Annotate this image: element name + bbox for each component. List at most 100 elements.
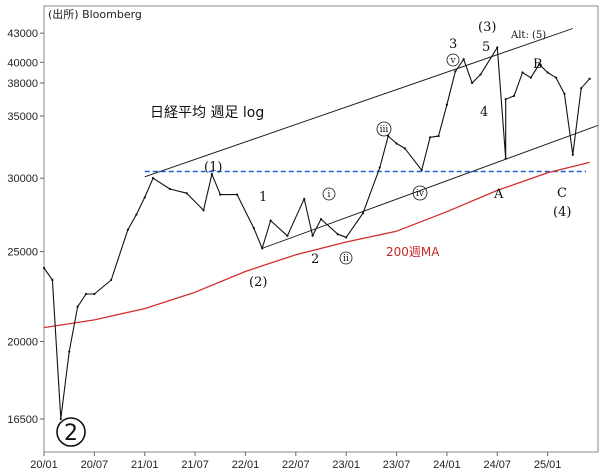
price-point	[303, 197, 306, 200]
price-point	[378, 166, 381, 169]
annotation-wave-v: v	[449, 56, 456, 66]
price-point	[252, 227, 255, 230]
price-point	[336, 233, 339, 236]
price-point	[420, 169, 423, 172]
price-point	[319, 218, 323, 221]
price-point	[429, 136, 432, 139]
price-point	[210, 173, 213, 176]
price-point	[76, 305, 79, 308]
price-point	[538, 63, 541, 66]
price-point	[286, 234, 289, 237]
annotation-wave-2-paren: (2)	[249, 275, 267, 290]
price-line	[43, 46, 591, 420]
price-point	[403, 147, 407, 150]
annotation-alt-5: Alt: (5)	[510, 30, 546, 41]
channel-line	[262, 124, 599, 249]
x-tick-label: 22/07	[282, 459, 310, 471]
price-point	[84, 292, 88, 296]
annotation-wave-a: A	[493, 187, 504, 202]
price-point	[269, 219, 272, 222]
x-tick-label: 24/07	[484, 459, 512, 471]
x-tick-label: 21/07	[181, 459, 209, 471]
price-point	[588, 77, 591, 80]
price-point	[361, 212, 365, 215]
y-tick-label: 25000	[7, 247, 38, 259]
price-point	[219, 193, 222, 196]
price-point	[563, 92, 566, 95]
price-point	[59, 417, 62, 421]
annotation-wave-1-paren: (1)	[204, 160, 222, 175]
annotation-circle-i	[322, 187, 336, 201]
price-point	[143, 196, 146, 199]
annotation-wave-4: 4	[480, 105, 488, 120]
price-point	[529, 76, 532, 79]
y-tick-label: 38000	[7, 78, 38, 90]
x-tick-label: 20/07	[81, 459, 109, 471]
annotation-circle-iv	[412, 185, 428, 201]
annotation-wave-b: B	[533, 57, 543, 72]
price-point	[110, 278, 113, 282]
price-point	[235, 193, 239, 196]
annotation-circle-ii	[339, 251, 353, 265]
annotation-wave-4-paren: (4)	[553, 205, 571, 220]
annotation-wave-iv: iv	[416, 189, 425, 199]
price-point	[126, 228, 130, 231]
y-tick-label: 43000	[7, 28, 38, 40]
y-tick-label: 35000	[7, 111, 38, 123]
annotation-wave-ii: ii	[343, 254, 349, 264]
annotation-wave-i: i	[328, 190, 331, 200]
price-point	[479, 73, 482, 76]
price-point	[554, 76, 558, 79]
annotation-wave-3: 3	[449, 37, 457, 52]
x-tick-label: 21/01	[131, 459, 159, 471]
price-point	[93, 292, 96, 296]
source-label: (出所) Bloomberg	[48, 7, 142, 21]
x-tick-label: 24/01	[433, 459, 461, 471]
x-axis: 20/01 20/07 21/01 21/07 22/01 22/07 23/01 23/07…	[30, 452, 561, 471]
trend-channel	[144, 28, 599, 249]
ma-series	[43, 161, 590, 329]
x-tick-label: 20/01	[30, 459, 58, 471]
x-tick-label: 22/01	[232, 459, 260, 471]
price-point	[261, 247, 264, 250]
price-series	[42, 46, 591, 421]
x-tick-label: 25/01	[534, 459, 562, 471]
price-point	[185, 192, 188, 195]
annotation-wave-2: 2	[311, 252, 319, 267]
annotation-wave-c: C	[557, 186, 567, 201]
price-point	[454, 70, 457, 73]
x-tick-label: 23/07	[383, 459, 411, 471]
annotation-big-2: 2	[64, 421, 78, 446]
annotation-wave-5: 5	[482, 40, 490, 55]
channel-line	[144, 28, 573, 178]
chart-title: 日経平均 週足 log	[150, 105, 264, 121]
price-point	[311, 234, 314, 237]
plot-frame	[43, 5, 599, 453]
price-point	[571, 153, 574, 156]
ma-label: 200週MA	[386, 245, 440, 259]
price-point	[42, 266, 46, 270]
price-point	[168, 187, 172, 191]
price-point	[470, 81, 474, 85]
price-point	[496, 46, 499, 49]
price-point	[152, 177, 155, 180]
annotation-wave-iii: iii	[380, 125, 389, 135]
y-tick-label: 40000	[7, 57, 38, 69]
price-point	[504, 98, 507, 101]
price-point	[387, 135, 390, 138]
price-point	[504, 157, 507, 160]
annotation-circle-v	[446, 53, 460, 67]
x-tick-label: 23/01	[332, 459, 360, 471]
y-axis: 43000 40000 38000 35000 30000 25000 20000 16500	[7, 28, 44, 426]
price-point	[395, 142, 398, 145]
price-point	[445, 103, 449, 106]
annotation-circle-big-2	[56, 417, 86, 447]
annotation-wave-1: 1	[259, 190, 267, 205]
price-point	[51, 278, 54, 282]
annotation-circle-iii	[376, 121, 392, 137]
price-point	[512, 94, 516, 97]
price-point	[521, 71, 524, 74]
annotation-wave-3-paren: (3)	[478, 20, 496, 35]
price-point	[437, 135, 440, 138]
